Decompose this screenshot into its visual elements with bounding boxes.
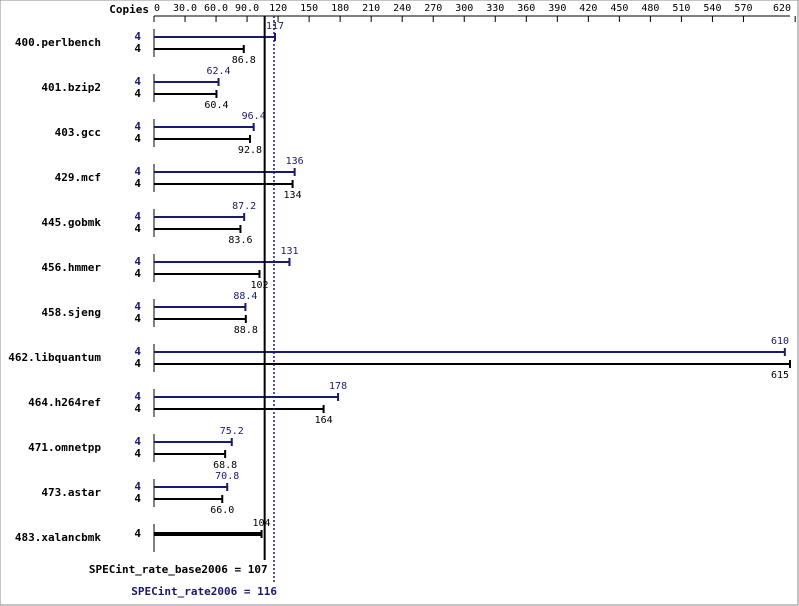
copies-label: 4 <box>134 165 141 178</box>
copies-label: 4 <box>134 480 141 493</box>
value-label: 66.0 <box>210 505 234 516</box>
value-label: 88.4 <box>233 291 257 302</box>
x-tick-label: 420 <box>579 3 597 14</box>
x-tick-label: 540 <box>703 3 721 14</box>
category-label: 464.h264ref <box>28 396 101 409</box>
copies-label: 4 <box>134 75 141 88</box>
value-label: 615 <box>771 370 789 381</box>
copies-label: 4 <box>134 210 141 223</box>
reference-label: SPECint_rate2006 = 116 <box>131 585 277 598</box>
copies-label: 4 <box>134 345 141 358</box>
copies-label: 4 <box>134 435 141 448</box>
value-label: 117 <box>266 21 284 32</box>
copies-label: 4 <box>134 30 141 43</box>
x-tick-label: 150 <box>300 3 318 14</box>
x-tick-label: 180 <box>331 3 349 14</box>
copies-label: 4 <box>134 255 141 268</box>
x-tick-label: 480 <box>641 3 659 14</box>
value-label: 92.8 <box>238 145 262 156</box>
copies-label: 4 <box>134 447 141 460</box>
category-label: 429.mcf <box>55 171 101 184</box>
value-label: 70.8 <box>215 471 239 482</box>
x-tick-label: 120 <box>269 3 287 14</box>
category-label: 471.omnetpp <box>28 441 101 454</box>
value-label: 75.2 <box>220 426 244 437</box>
category-label: 401.bzip2 <box>41 81 101 94</box>
x-tick-label: 390 <box>548 3 566 14</box>
copies-label: 4 <box>134 132 141 145</box>
value-label: 68.8 <box>213 460 237 471</box>
value-label: 164 <box>315 415 333 426</box>
copies-label: 4 <box>134 527 141 540</box>
copies-label: 4 <box>134 300 141 313</box>
category-label: 473.astar <box>41 486 101 499</box>
copies-label: 4 <box>134 177 141 190</box>
category-label: 403.gcc <box>55 126 101 139</box>
category-label: 445.gobmk <box>41 216 101 229</box>
value-label: 610 <box>771 336 789 347</box>
value-label: 60.4 <box>204 100 228 111</box>
x-tick-label: 240 <box>393 3 411 14</box>
value-label: 88.8 <box>234 325 258 336</box>
x-tick-label: 270 <box>424 3 442 14</box>
x-tick-label: 210 <box>362 3 380 14</box>
x-tick-label: 30.0 <box>173 3 197 14</box>
value-label: 102 <box>250 280 268 291</box>
value-label: 86.8 <box>232 55 256 66</box>
copies-label: 4 <box>134 402 141 415</box>
copies-label: 4 <box>134 390 141 403</box>
copies-label: 4 <box>134 87 141 100</box>
value-label: 104 <box>253 518 271 529</box>
value-label: 96.4 <box>242 111 266 122</box>
copies-label: 4 <box>134 222 141 235</box>
x-tick-label: 0 <box>154 3 160 14</box>
copies-label: 4 <box>134 492 141 505</box>
category-label: 400.perlbench <box>15 36 101 49</box>
value-label: 62.4 <box>206 66 230 77</box>
copies-label: 4 <box>134 267 141 280</box>
copies-label: 4 <box>134 42 141 55</box>
value-label: 83.6 <box>228 235 252 246</box>
copies-label: 4 <box>134 357 141 370</box>
category-label: 458.sjeng <box>41 306 101 319</box>
x-tick-label: 90.0 <box>235 3 259 14</box>
x-tick-label: 60.0 <box>204 3 228 14</box>
x-tick-label: 450 <box>610 3 628 14</box>
x-tick-label: 300 <box>455 3 473 14</box>
x-tick-label: 510 <box>672 3 690 14</box>
value-label: 136 <box>286 156 304 167</box>
category-label: 462.libquantum <box>8 351 101 364</box>
reference-label: SPECint_rate_base2006 = 107 <box>89 563 268 576</box>
x-tick-label: 330 <box>486 3 504 14</box>
x-tick-label: 570 <box>734 3 752 14</box>
value-label: 178 <box>329 381 347 392</box>
copies-header: Copies <box>109 3 149 16</box>
value-label: 87.2 <box>232 201 256 212</box>
x-tick-label: 620 <box>773 3 791 14</box>
copies-label: 4 <box>134 312 141 325</box>
category-label: 456.hmmer <box>41 261 101 274</box>
category-label: 483.xalancbmk <box>15 531 101 544</box>
value-label: 134 <box>284 190 302 201</box>
copies-label: 4 <box>134 120 141 133</box>
value-label: 131 <box>280 246 298 257</box>
x-tick-label: 360 <box>517 3 535 14</box>
